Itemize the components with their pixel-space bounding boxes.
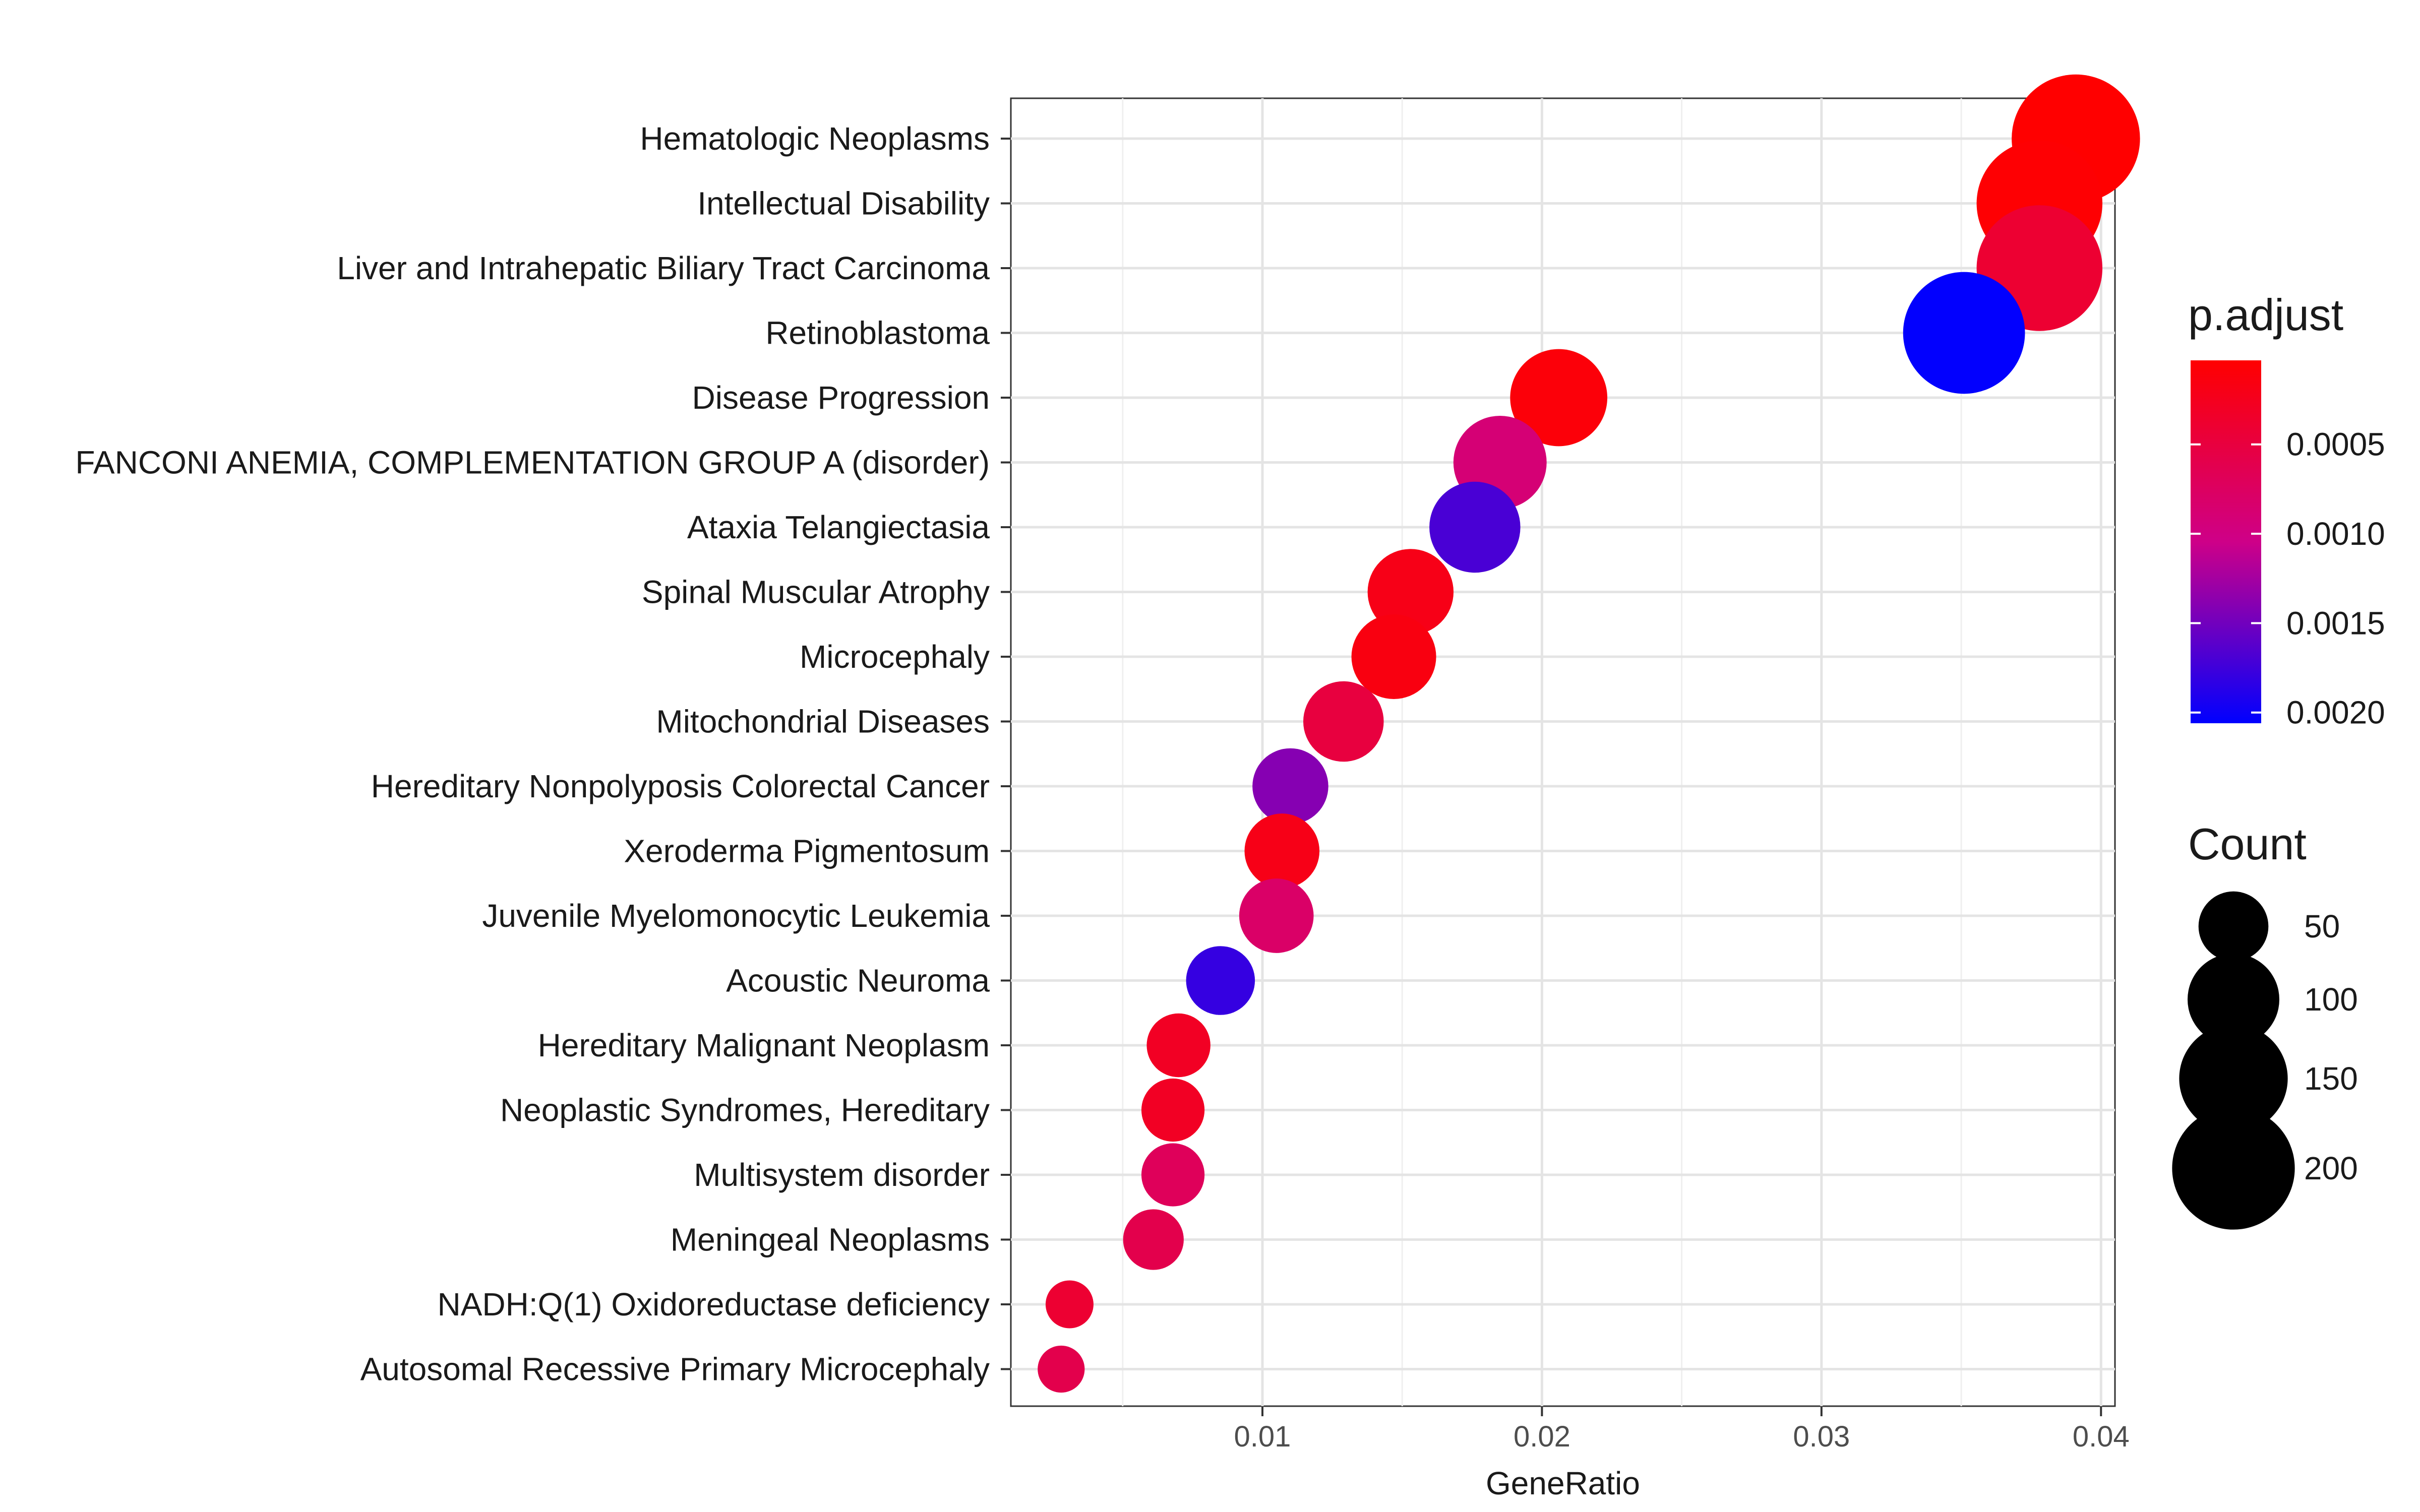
y-label-hematologic-neoplasms: Hematologic Neoplasms [640,120,990,157]
size-legend-label: 50 [2304,908,2340,944]
x-tick-label: 0.02 [1514,1420,1570,1453]
point-nadh-q-1-oxidoreductase-deficiency [1045,1280,1094,1329]
grid-lines [1011,98,2115,1406]
point-ataxia-telangiectasia [1429,481,1521,573]
color-legend: p.adjust 0.0005 0.0010 0.0015 0.0020 [2188,290,2385,731]
y-label-autosomal-recessive-primary-microcephaly: Autosomal Recessive Primary Microcephaly [360,1351,990,1388]
point-juvenile-myelomonocytic-leukemia [1239,878,1314,953]
size-legend-dot [2198,891,2269,962]
x-tick-label: 0.03 [1793,1420,1850,1453]
y-label-juvenile-myelomonocytic-leukemia: Juvenile Myelomonocytic Leukemia [482,898,990,934]
y-label-retinoblastoma: Retinoblastoma [765,315,990,351]
size-legend-dot [2179,1024,2288,1133]
y-label-neoplastic-syndromes-hereditary: Neoplastic Syndromes, Hereditary [500,1092,990,1128]
x-tick-label: 0.04 [2073,1420,2130,1453]
y-label-hereditary-nonpolyposis-colorectal-cancer: Hereditary Nonpolyposis Colorectal Cance… [371,768,990,804]
size-legend-label: 100 [2304,981,2358,1018]
point-neoplastic-syndromes-hereditary [1141,1078,1205,1142]
data-points [1038,74,2140,1393]
x-axis-title: GeneRatio [1486,1465,1640,1501]
y-label-meningeal-neoplasms: Meningeal Neoplasms [671,1222,990,1258]
y-axis: Hematologic Neoplasms Intellectual Disabi… [75,120,1011,1388]
y-label-intellectual-disability: Intellectual Disability [697,185,990,222]
y-label-hereditary-malignant-neoplasm: Hereditary Malignant Neoplasm [538,1027,990,1063]
y-label-acoustic-neuroma: Acoustic Neuroma [726,963,990,999]
point-retinoblastoma [1903,272,2025,394]
point-multisystem-disorder [1141,1143,1205,1207]
y-label-liver-and-intrahepatic-biliary-tract-carcinoma: Liver and Intrahepatic Biliary Tract Car… [337,250,990,286]
color-legend-label: 0.0005 [2286,426,2385,463]
y-label-nadh-q-1-oxidoreductase-deficiency: NADH:Q(1) Oxidoreductase deficiency [437,1286,990,1322]
point-hereditary-malignant-neoplasm [1146,1013,1211,1078]
size-legend-dot [2188,954,2279,1045]
y-label-xeroderma-pigmentosum: Xeroderma Pigmentosum [624,833,990,869]
point-disease-progression [1510,349,1608,447]
point-spinal-muscular-atrophy [1367,549,1454,635]
point-xeroderma-pigmentosum [1244,813,1320,889]
point-hereditary-nonpolyposis-colorectal-cancer [1252,748,1328,825]
y-label-spinal-muscular-atrophy: Spinal Muscular Atrophy [642,574,990,610]
size-legend-label: 200 [2304,1150,2358,1186]
size-legend-title: Count [2188,819,2307,869]
color-legend-label: 0.0015 [2286,605,2385,641]
color-legend-title: p.adjust [2188,290,2343,340]
size-legend-dot [2172,1107,2295,1230]
size-legend-label: 150 [2304,1060,2358,1097]
y-label-multisystem-disorder: Multisystem disorder [694,1157,990,1193]
point-mitochondrial-diseases [1303,681,1384,762]
y-label-disease-progression: Disease Progression [692,380,990,416]
color-legend-label: 0.0020 [2286,695,2385,731]
y-label-microcephaly: Microcephaly [800,639,990,675]
x-tick-label: 0.01 [1234,1420,1291,1453]
color-legend-label: 0.0010 [2286,516,2385,552]
x-axis: 0.01 0.02 0.03 0.04 [1234,1406,2130,1453]
point-meningeal-neoplasms [1123,1209,1184,1270]
y-label-mitochondrial-diseases: Mitochondrial Diseases [656,704,990,740]
point-microcephaly [1351,614,1436,700]
y-label-fanconi-anemia-complementation-group-a-disorder: FANCONI ANEMIA, COMPLEMENTATION GROUP A … [75,445,990,481]
point-autosomal-recessive-primary-microcephaly [1038,1345,1085,1393]
size-legend: Count 50 100 150 200 [2172,819,2358,1230]
color-bar [2191,360,2261,723]
y-label-ataxia-telangiectasia: Ataxia Telangiectasia [687,509,990,545]
point-acoustic-neuroma [1186,946,1255,1015]
